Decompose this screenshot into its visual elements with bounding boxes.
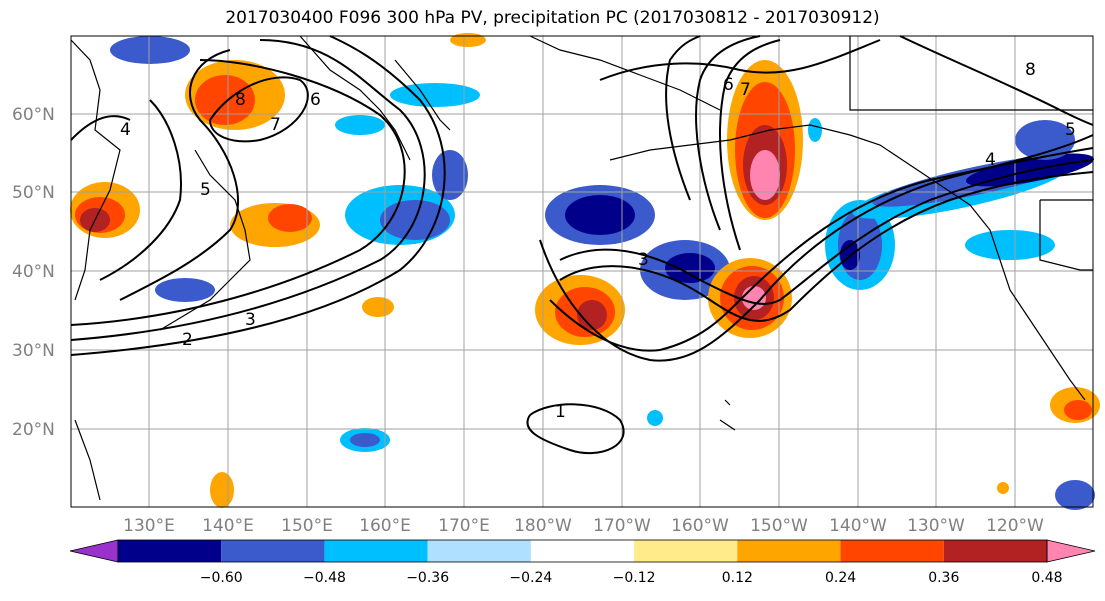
colorbar-tick-label: 0.48 [1031,570,1062,586]
colorbar-swatch [634,540,738,562]
contour-label: 8 [235,90,246,110]
colorbar-swatch [943,540,1047,562]
colorbar-border [117,539,1048,563]
lat-tick-label: 30°N [12,341,55,361]
contour-label: 4 [985,150,996,170]
colorbar-swatch [530,540,635,562]
lon-tick-label: 150°E [281,516,333,536]
contour-labels: 8 7 6 5 4 3 2 1 3 4 5 6 7 8 [120,60,1076,422]
colorbar-swatch [427,540,531,562]
colorbar-tick-label: 0.24 [825,570,856,586]
lon-tick-label: 170°W [593,516,651,536]
lat-tick-label: 60°N [12,105,55,125]
contour-label: 5 [1065,120,1076,140]
contour-label: 6 [310,90,321,110]
map-border [70,35,1094,508]
lon-tick-label: 130°W [907,516,965,536]
colorbar-tick-label: −0.36 [406,570,449,586]
contour-label: 4 [120,120,131,140]
lon-tick-label: 150°W [750,516,808,536]
contour-label: 7 [270,115,281,135]
lat-tick-label: 40°N [12,262,55,282]
contour-label: 7 [740,80,751,100]
colorbar-tick-label: 0.12 [722,570,753,586]
contour-label: 3 [638,250,649,270]
lon-tick-label: 140°E [202,516,254,536]
colorbar-swatch [221,540,325,562]
precip-shading [70,33,1100,510]
lat-tick-label: 20°N [12,420,55,440]
lat-tick-label: 50°N [12,183,55,203]
colorbar-swatch [737,540,841,562]
lat-axis: 60°N 50°N 40°N 30°N 20°N [12,105,55,440]
contour-label: 3 [245,310,256,330]
lon-tick-label: 140°W [829,516,887,536]
colorbar-tick-label: 0.36 [928,570,959,586]
colorbar-tick-label: −0.60 [200,570,243,586]
lon-tick-label: 120°W [986,516,1044,536]
colorbar-extend-low [69,539,119,563]
lon-tick-label: 130°E [123,516,175,536]
contour-label: 5 [200,180,211,200]
lon-tick-label: 180°W [514,516,572,536]
colorbar-tick-label: −0.24 [509,570,552,586]
map-title: 2017030400 F096 300 hPa PV, precipitatio… [225,8,880,28]
gridlines [71,36,1093,507]
colorbar-tick-label: −0.12 [613,570,656,586]
colorbar-tick-label: −0.48 [303,570,346,586]
colorbar-swatch [840,540,944,562]
lon-tick-label: 170°E [438,516,490,536]
lon-tick-label: 160°E [359,516,411,536]
colorbar-swatch [324,540,428,562]
coastlines [70,35,1093,501]
lon-tick-label: 160°W [671,516,729,536]
contour-label: 6 [723,75,734,95]
contour-label: 8 [1025,60,1036,80]
contour-label: 1 [555,402,566,422]
contour-label: 2 [182,330,193,350]
colorbar-extend-high [1046,539,1096,563]
colorbar: −0.60 −0.48 −0.36 −0.24 −0.12 0.12 0.24 0.36 0.4… [69,539,1096,586]
colorbar-swatch [118,540,222,562]
lon-axis: 130°E 140°E 150°E 160°E 170°E 180°W 170°… [123,516,1044,536]
pv-contours [70,35,1094,455]
